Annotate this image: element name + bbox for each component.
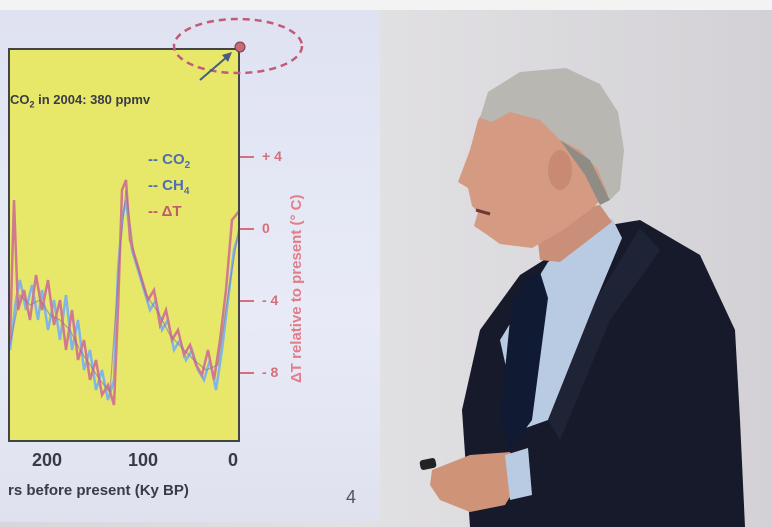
legend-co2: -- CO2 (148, 151, 191, 171)
mouth (475, 208, 491, 216)
shirt-cuff (505, 448, 532, 500)
hair-shadow (560, 140, 610, 205)
hand (430, 452, 520, 512)
legend-ch4: -- CH4 (148, 177, 190, 197)
x-axis-label: rs before present (Ky BP) (8, 482, 189, 499)
y-tick-label: + 4 (262, 148, 282, 164)
co2-note: CO2 in 2004: 380 ppmv (10, 92, 151, 110)
ear (548, 150, 572, 190)
y-tick-label: - 8 (262, 364, 279, 380)
plot-lines (10, 179, 238, 406)
y-tick-mark (240, 300, 254, 302)
remote-clicker (419, 458, 437, 470)
dt-trace (10, 179, 238, 406)
climate-plot (8, 48, 240, 442)
x-tick-label: 0 (228, 450, 239, 470)
hair (480, 68, 624, 200)
projected-slide: CO2 in 2004: 380 ppmv -- CO2 -- CH4 -- Δ… (0, 10, 380, 522)
y-tick-mark (240, 372, 254, 374)
legend-delta-t: -- ΔT (148, 203, 182, 220)
y-tick-mark (240, 228, 254, 230)
ceiling-strip (0, 0, 772, 10)
lapel (548, 228, 660, 440)
y-tick-label: 0 (262, 220, 270, 236)
ch4-trace (10, 189, 238, 394)
slide-number: 4 (346, 487, 357, 507)
y-tick-label: - 4 (262, 292, 279, 308)
y-tick-mark (240, 156, 254, 158)
x-tick-label: 200 (32, 450, 63, 470)
tie (500, 272, 548, 450)
x-tick-label: 100 (128, 450, 159, 470)
